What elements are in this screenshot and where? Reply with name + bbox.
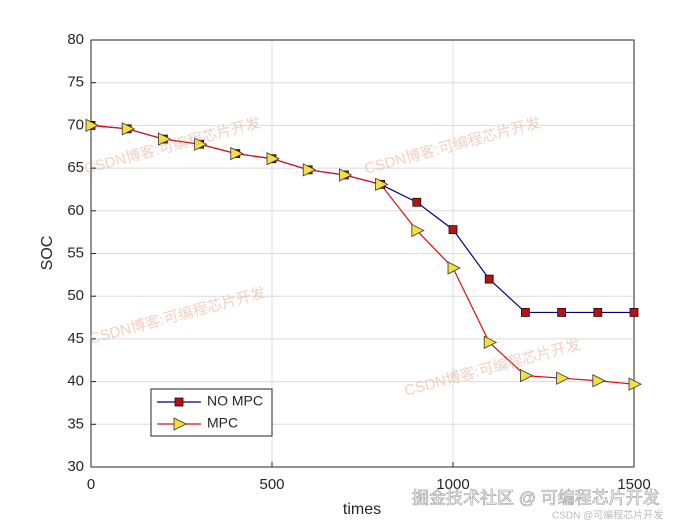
marker — [412, 197, 422, 207]
marker — [302, 163, 317, 177]
marker — [448, 225, 458, 234]
legend-label: NO MPC — [207, 393, 263, 409]
marker — [338, 168, 353, 182]
marker — [483, 335, 498, 349]
y-tick-label: 50 — [67, 287, 84, 304]
legend-box — [150, 388, 273, 437]
y-tick-label: 70 — [67, 116, 84, 133]
x-tick-label: 500 — [259, 476, 284, 493]
y-tick-label: 40 — [67, 373, 84, 390]
legend-label: MPC — [207, 415, 238, 431]
plot-frame — [90, 39, 635, 468]
marker — [194, 137, 208, 151]
y-tick-label: 75 — [67, 74, 84, 91]
marker — [629, 308, 639, 317]
marker — [521, 308, 530, 317]
marker — [230, 146, 244, 161]
y-axis-label: SOC — [39, 236, 56, 271]
y-tick-label: 55 — [67, 244, 84, 261]
marker — [121, 122, 136, 136]
marker — [520, 368, 534, 383]
marker — [266, 152, 280, 166]
marker — [592, 374, 606, 388]
x-tick-label: 1000 — [436, 476, 469, 493]
y-tick-label: 30 — [67, 458, 84, 475]
marker — [557, 308, 566, 317]
marker — [85, 118, 99, 133]
footer-watermark: CSDN @可编程芯片开发 — [552, 509, 663, 522]
marker — [157, 132, 172, 146]
marker — [375, 177, 389, 191]
marker — [411, 223, 425, 238]
marker — [628, 377, 642, 391]
x-axis-label: times — [343, 501, 381, 518]
x-tick-label: 1500 — [617, 476, 650, 493]
x-tick-label: 0 — [87, 476, 95, 493]
y-tick-label: 45 — [67, 330, 84, 347]
marker — [447, 261, 461, 275]
y-tick-label: 65 — [67, 159, 84, 176]
series-line — [90, 124, 635, 385]
marker — [556, 371, 570, 385]
y-tick-label: 35 — [67, 415, 84, 432]
legend-marker — [174, 397, 184, 407]
legend-marker — [173, 417, 187, 431]
marker — [593, 308, 603, 317]
y-tick-label: 60 — [67, 202, 84, 219]
footer-watermark: 掘金技术社区 @ 可编程芯片开发 — [412, 488, 660, 507]
marker — [484, 274, 494, 284]
y-tick-label: 80 — [67, 31, 84, 48]
